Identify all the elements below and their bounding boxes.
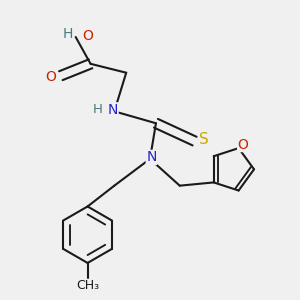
Text: O: O xyxy=(238,138,248,152)
Text: H: H xyxy=(93,103,102,116)
Text: H: H xyxy=(62,27,73,41)
Text: N: N xyxy=(146,150,157,164)
Text: CH₃: CH₃ xyxy=(76,279,99,292)
Text: S: S xyxy=(199,132,209,147)
Text: N: N xyxy=(108,103,118,117)
Text: O: O xyxy=(46,70,56,84)
Text: O: O xyxy=(82,28,93,43)
